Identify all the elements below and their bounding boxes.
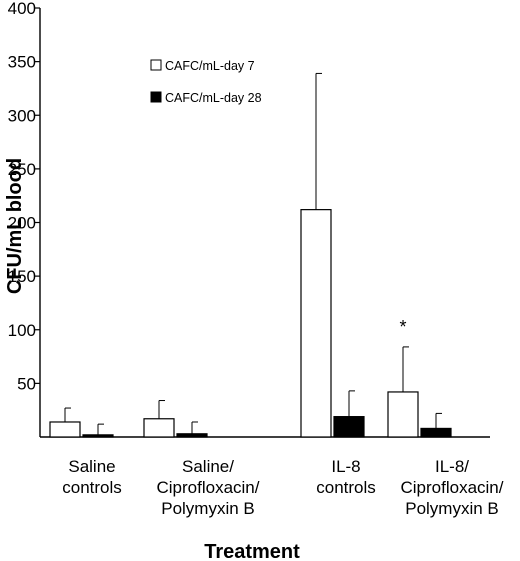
x-tick-label: Saline/Ciprofloxacin/Polymyxin B	[157, 457, 260, 518]
bars: *	[49, 72, 452, 438]
x-tick-label-line: Polymyxin B	[161, 499, 255, 518]
significance-marker: *	[399, 317, 406, 337]
x-tick-label-line: IL-8/	[435, 457, 469, 476]
legend-swatch	[150, 91, 162, 103]
x-tick-label-line: controls	[62, 478, 122, 497]
bar	[333, 416, 365, 438]
x-tick-label-line: IL-8	[331, 457, 360, 476]
y-tick-label: 250	[8, 160, 36, 179]
bar	[387, 391, 419, 438]
bar	[420, 427, 452, 438]
x-tick-label: IL-8/Ciprofloxacin/Polymyxin B	[401, 457, 504, 518]
bar	[49, 421, 81, 438]
y-tick-label: 350	[8, 53, 36, 72]
x-axis-title: Treatment	[204, 541, 300, 561]
y-tick-label: 200	[8, 214, 36, 233]
legend-swatch	[150, 59, 162, 71]
x-tick-label-line: Ciprofloxacin/	[157, 478, 260, 497]
axes: 50 100 150 200 250 300 350 400	[8, 0, 490, 438]
bar	[176, 433, 208, 438]
legend-entry: CAFC/mL-day 7	[165, 59, 255, 73]
y-tick-label: 50	[17, 374, 36, 393]
x-tick-label-line: controls	[316, 478, 376, 497]
x-tick-label-line: Saline	[68, 457, 115, 476]
bar	[143, 418, 175, 438]
x-tick-label-line: Polymyxin B	[405, 499, 499, 518]
x-tick-label: IL-8 controls	[316, 457, 376, 497]
x-tick-label-line: Ciprofloxacin/	[401, 478, 504, 497]
x-tick-label: Saline controls	[62, 457, 122, 497]
y-tick-label: 300	[8, 106, 36, 125]
legend: CAFC/mL-day 7 CAFC/mL-day 28	[150, 59, 262, 105]
x-tick-label-line: Saline/	[182, 457, 234, 476]
y-tick-label: 400	[8, 0, 36, 18]
y-axis-title: CFU/mL blood	[4, 158, 26, 294]
y-tick-label: 100	[8, 321, 36, 340]
bar	[300, 209, 332, 438]
legend-entry: CAFC/mL-day 28	[165, 91, 262, 105]
y-tick-label: 150	[8, 267, 36, 286]
bar	[82, 434, 114, 438]
axis-labels: Saline controls Saline/Ciprofloxacin/Polym…	[4, 158, 504, 561]
